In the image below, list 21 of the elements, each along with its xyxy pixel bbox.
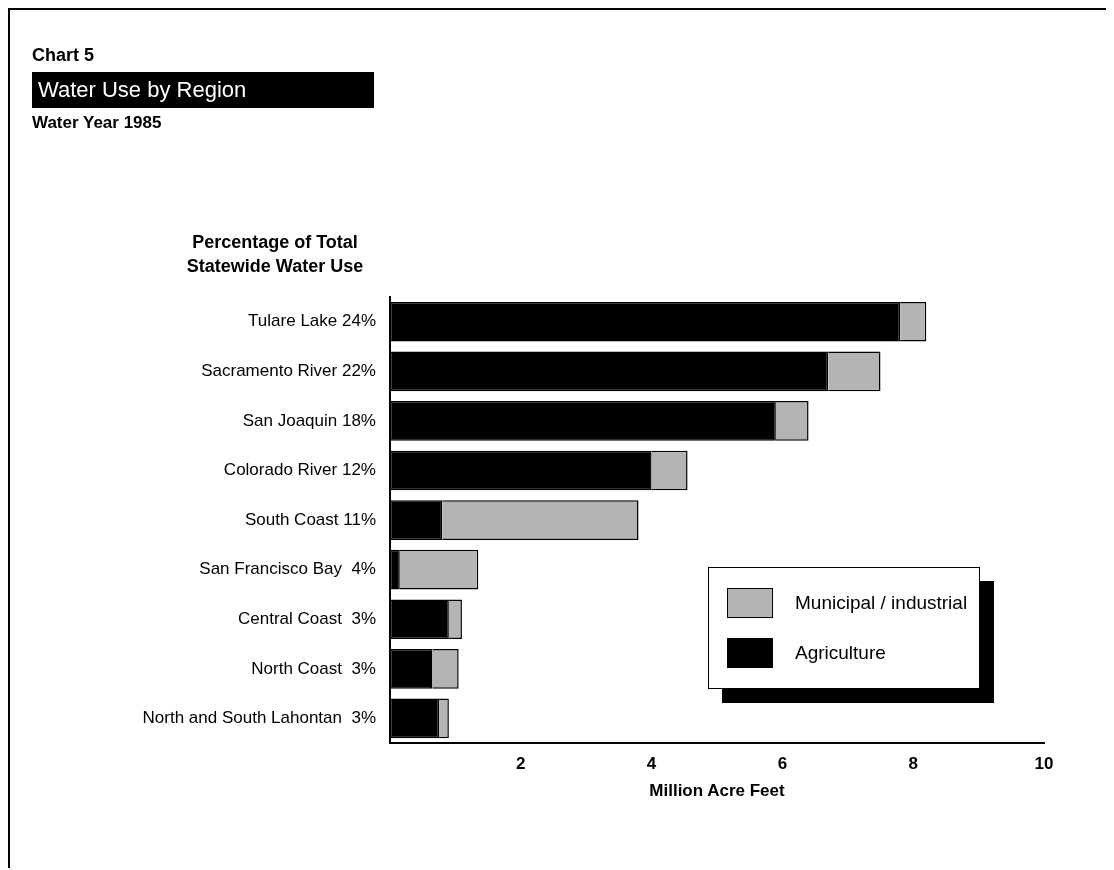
legend-label: Municipal / industrial: [795, 592, 968, 614]
y-tick-label: North and South Lahontan 3%: [142, 708, 376, 728]
x-tick-label: 10: [1034, 754, 1054, 774]
y-tick-label: South Coast 11%: [244, 509, 376, 529]
y-tick-label: North Coast 3%: [251, 658, 376, 678]
x-axis-title: Million Acre Feet: [649, 781, 786, 801]
legend-label: Agriculture: [795, 642, 886, 664]
y-tick-label: San Joaquin 18%: [242, 410, 376, 430]
x-tick-label: 8: [908, 754, 918, 774]
y-tick-label: Sacramento River 22%: [201, 361, 376, 381]
y-tick-label: Central Coast 3%: [238, 608, 376, 628]
x-tick-label: 4: [646, 754, 657, 774]
text: Water Year 1985: [32, 113, 162, 133]
text: Water Use by Region: [32, 72, 374, 108]
x-tick-label: 2: [516, 754, 526, 774]
y-axis-title: Percentage of Total Statewide Water Use: [185, 231, 365, 278]
y-tick-label: Colorado River 12%: [223, 460, 376, 480]
caption: Chart 5: [32, 45, 95, 66]
y-tick-label: San Francisco Bay 4%: [199, 559, 376, 579]
y-tick-label: Tulare Lake 24%: [248, 311, 376, 331]
x-tick-label: 6: [777, 754, 788, 774]
